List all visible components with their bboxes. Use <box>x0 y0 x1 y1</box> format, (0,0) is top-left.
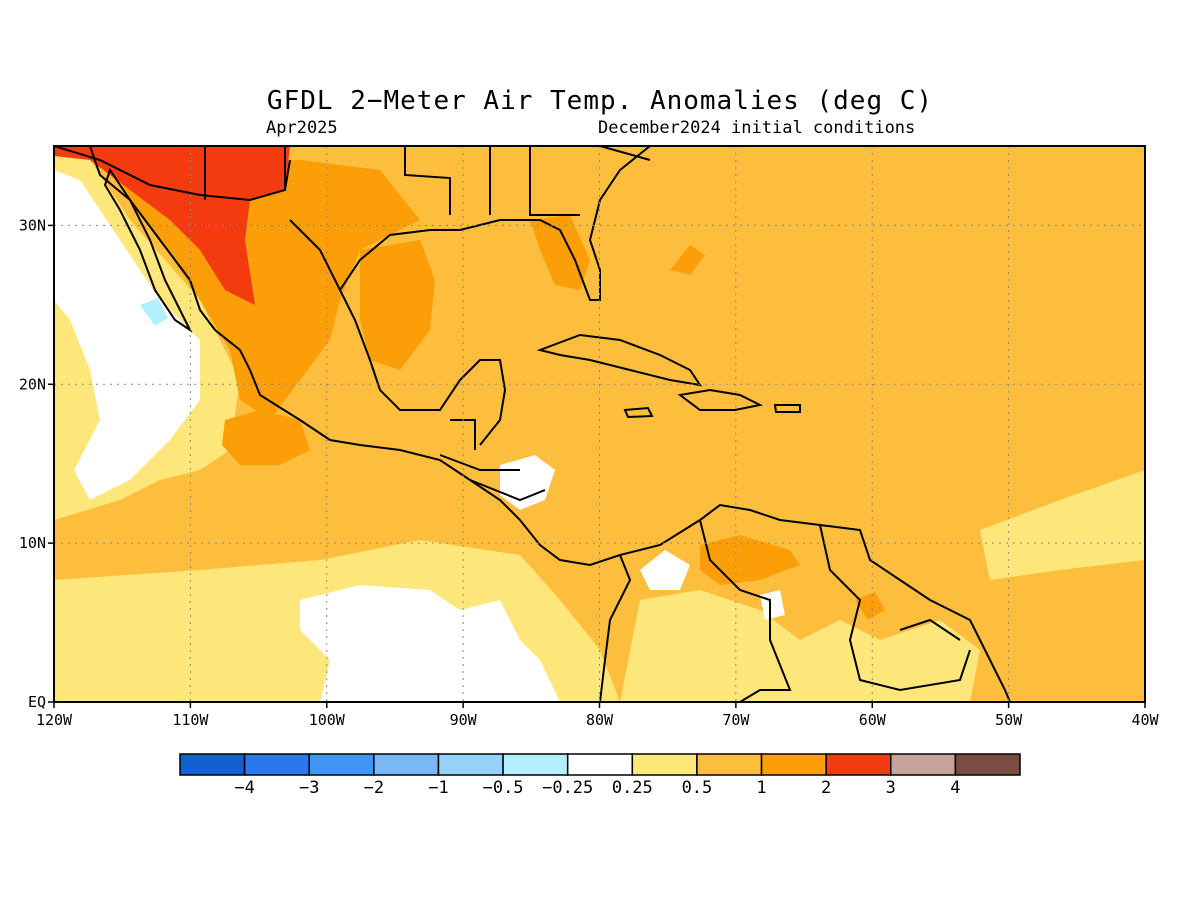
south-america-coast <box>619 503 1011 702</box>
colorbar-label: 3 <box>886 778 896 798</box>
anomaly-region-atlantic-orange-spot <box>670 245 705 275</box>
colorbar-swatch <box>179 753 246 776</box>
lon-tick-label: 40W <box>1131 711 1159 729</box>
anomaly-region-gulf-orange <box>360 240 435 370</box>
lon-tick-label: 110W <box>172 711 209 729</box>
colorbar-label: −3 <box>299 778 319 798</box>
colorbar-label: 1 <box>756 778 766 798</box>
lon-tick-label: 100W <box>309 711 346 729</box>
south-america-borders <box>699 519 971 702</box>
colorbar-swatch <box>890 753 957 776</box>
anomaly-region-colombia-white <box>640 550 690 590</box>
colorbar-label: 2 <box>821 778 831 798</box>
anomaly-region-venezuela-white <box>760 590 785 620</box>
lon-tick-label: 60W <box>859 711 887 729</box>
anomaly-region-pacific-orange <box>222 410 310 465</box>
lat-tick-label: 10N <box>19 534 46 552</box>
colorbar-label: 0.25 <box>612 778 653 798</box>
colorbar <box>179 753 1021 776</box>
us-gulf-coast <box>339 146 651 301</box>
coastlines <box>54 146 1011 702</box>
anomaly-region-southwest-us-red <box>54 146 290 305</box>
hispaniola <box>677 388 764 411</box>
colorbar-label: 0.5 <box>682 778 713 798</box>
lat-tick-label: 20N <box>19 375 46 393</box>
colorbar-label: −2 <box>364 778 384 798</box>
colorbar-swatch <box>243 753 310 776</box>
lon-tick-label: 80W <box>586 711 614 729</box>
central-america-borders <box>439 419 546 502</box>
colorbar-label: 4 <box>950 778 960 798</box>
puerto-rico <box>773 404 801 413</box>
colorbar-label: −0.25 <box>542 778 593 798</box>
anomaly-region-venezuela-orange <box>700 535 800 585</box>
anomaly-region-south-america-light <box>620 590 980 702</box>
colorbar-swatch <box>373 753 440 776</box>
map-title: GFDL 2−Meter Air Temp. Anomalies (deg C) <box>266 86 934 116</box>
lon-tick-label: 90W <box>450 711 478 729</box>
pacific-coastline <box>89 146 632 702</box>
colorbar-swatch <box>308 753 375 776</box>
anomaly-region-cyan-spot <box>140 298 168 326</box>
colorbar-swatch <box>954 753 1021 776</box>
axis-labels: 120W 110W 100W 90W 80W 70W 60W 50W 40W EQ 10N 20N 30… <box>19 216 1160 729</box>
colorbar-swatch <box>437 753 504 776</box>
axis-ticks <box>48 224 1146 708</box>
colorbar-swatch <box>696 753 763 776</box>
colorbar-labels: −4 −3 −2 −1 −0.5 −0.25 0.25 0.5 1 2 3 4 <box>234 778 960 798</box>
gulf-of-mexico-coast <box>289 219 507 446</box>
initial-conditions-label: December2024 initial conditions <box>598 118 916 138</box>
colorbar-swatch <box>760 753 827 776</box>
colorbar-swatch <box>825 753 892 776</box>
anomaly-region-guyana-orange <box>855 592 885 620</box>
anomaly-region-atlantic-light <box>980 470 1145 580</box>
gridlines <box>54 146 1145 702</box>
lat-tick-label: EQ <box>28 693 46 711</box>
colorbar-swatch <box>502 753 569 776</box>
baja-california <box>103 167 193 333</box>
anomaly-region-equator-white <box>300 585 560 702</box>
cuba <box>536 333 703 387</box>
colorbar-swatch <box>631 753 698 776</box>
colorbar-label: −0.5 <box>483 778 524 798</box>
lat-tick-label: 30N <box>19 216 46 234</box>
anomaly-field <box>54 146 1145 702</box>
anomaly-region-baja-white <box>54 170 200 500</box>
jamaica <box>623 406 654 419</box>
lon-tick-label: 70W <box>722 711 750 729</box>
lon-tick-label: 50W <box>995 711 1023 729</box>
colorbar-swatch <box>566 753 634 776</box>
us-state-borders <box>204 146 651 216</box>
anomaly-region-central-america-white <box>500 455 555 510</box>
colorbar-label: −1 <box>428 778 448 798</box>
lon-tick-label: 120W <box>36 711 73 729</box>
anomaly-region-florida-orange <box>530 215 590 290</box>
colorbar-label: −4 <box>234 778 254 798</box>
valid-month-label: Apr2025 <box>266 118 338 138</box>
